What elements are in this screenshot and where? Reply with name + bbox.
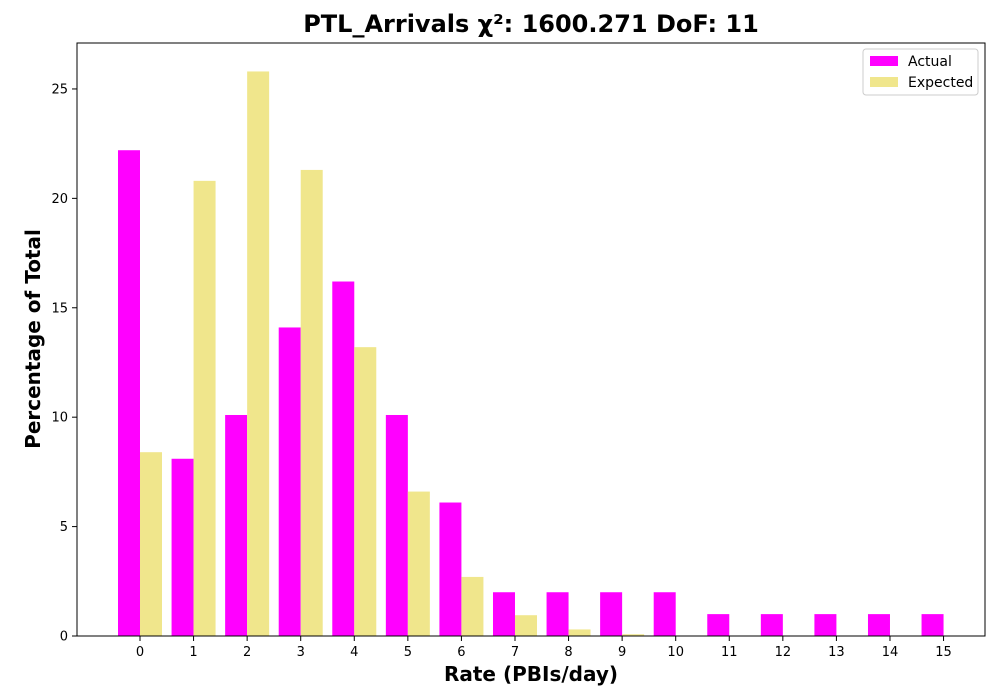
x-tick-label: 3 <box>297 645 305 660</box>
bars-group <box>118 71 944 637</box>
bar-actual-0 <box>118 150 140 636</box>
bar-actual-6 <box>439 502 462 636</box>
x-tick-label: 10 <box>667 645 684 660</box>
x-tick-label: 4 <box>350 645 358 660</box>
y-tick-label: 15 <box>51 301 68 316</box>
bar-expected-7 <box>514 615 537 636</box>
x-tick-label: 9 <box>618 645 626 660</box>
y-tick-label: 0 <box>60 630 68 645</box>
bar-actual-4 <box>332 281 355 636</box>
x-axis-title: Rate (PBIs/day) <box>444 662 618 686</box>
bar-actual-15 <box>921 614 944 636</box>
x-tick-label: 14 <box>882 645 899 660</box>
bar-actual-13 <box>814 614 837 636</box>
bar-actual-10 <box>653 592 676 636</box>
bar-expected-6 <box>461 576 484 636</box>
bar-expected-2 <box>247 71 270 636</box>
bar-actual-2 <box>225 414 248 636</box>
chart-title: PTL_Arrivals χ²: 1600.271 DoF: 11 <box>303 10 759 38</box>
y-tick-label: 20 <box>51 192 68 207</box>
legend-label-expected: Expected <box>908 75 973 91</box>
bar-expected-5 <box>407 491 430 636</box>
legend-swatch-actual <box>870 56 898 66</box>
bar-actual-3 <box>278 327 301 636</box>
bar-expected-3 <box>300 169 323 637</box>
x-tick-label: 15 <box>935 645 952 660</box>
x-tick-label: 11 <box>721 645 738 660</box>
x-tick-label: 7 <box>511 645 519 660</box>
bar-actual-8 <box>546 592 569 636</box>
legend: Actual Expected <box>862 48 979 96</box>
x-tick-label: 8 <box>564 645 572 660</box>
bar-actual-1 <box>171 458 194 636</box>
x-tick-label: 12 <box>775 645 792 660</box>
bar-expected-1 <box>193 180 216 637</box>
x-tick-label: 1 <box>189 645 197 660</box>
x-tick-label: 6 <box>457 645 465 660</box>
y-ticks-group: 0 5 10 15 20 25 <box>51 82 77 645</box>
bar-expected-0 <box>140 452 162 636</box>
legend-swatch-expected <box>870 77 898 87</box>
y-tick-label: 25 <box>51 82 68 97</box>
x-tick-label: 2 <box>243 645 251 660</box>
y-axis-title: Percentage of Total <box>21 229 45 449</box>
bar-actual-9 <box>600 592 623 636</box>
x-tick-label: 0 <box>136 645 144 660</box>
plot-frame <box>76 42 986 637</box>
y-tick-label: 5 <box>60 520 68 535</box>
x-tick-label: 5 <box>404 645 412 660</box>
bar-expected-9 <box>622 634 645 636</box>
bar-actual-14 <box>867 614 890 636</box>
bar-actual-5 <box>385 414 408 636</box>
bar-actual-12 <box>760 614 783 636</box>
x-tick-label: 13 <box>828 645 845 660</box>
x-ticks-group: 0 1 2 3 4 5 6 7 8 9 10 11 12 13 14 15 <box>136 636 952 660</box>
y-tick-label: 10 <box>51 411 68 426</box>
bar-actual-11 <box>707 614 730 636</box>
legend-label-actual: Actual <box>908 54 952 70</box>
bar-expected-8 <box>568 629 591 636</box>
bar-expected-4 <box>354 347 377 636</box>
bar-actual-7 <box>492 592 515 636</box>
